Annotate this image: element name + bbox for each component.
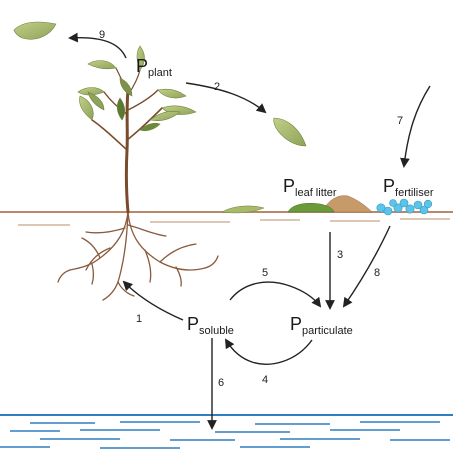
plant-stem [91, 67, 163, 214]
water-body [0, 414, 453, 449]
falling-leaf-icon-2 [273, 117, 307, 147]
pool-label-plant: Pplant [136, 56, 172, 79]
flow-number-6: 6 [218, 377, 224, 389]
flow-number-5: 5 [262, 267, 268, 279]
pool-label-particulate: Pparticulate [290, 314, 353, 337]
flow-number-2: 2 [214, 81, 220, 93]
flow-arrow-2 [185, 82, 267, 114]
plant-roots [57, 211, 219, 301]
flow-arrows [68, 32, 431, 430]
falling-leaf-icon [13, 21, 57, 40]
pool-label-leaf-litter: Pleaf litter [283, 176, 337, 199]
flow-arrow-7 [400, 85, 431, 168]
flow-number-1: 1 [136, 313, 142, 325]
pool-label-soluble: Psoluble [187, 314, 234, 337]
flow-number-7: 7 [397, 115, 403, 127]
flow-number-8: 8 [374, 267, 380, 279]
plant-leaves [77, 45, 197, 132]
flow-arrow-1 [122, 280, 184, 321]
flow-number-9: 9 [99, 29, 105, 41]
flow-arrow-8 [342, 225, 391, 308]
flow-number-4: 4 [262, 374, 268, 386]
fertiliser-granules [376, 198, 433, 216]
leaf-litter-pile [221, 195, 373, 214]
flow-number-3: 3 [337, 249, 343, 261]
flow-numbers: 1 2 3 4 5 6 7 8 9 [99, 29, 403, 389]
flow-arrow-9 [68, 32, 127, 59]
flow-arrow-5 [229, 281, 322, 308]
pool-label-fertiliser: Pfertiliser [383, 176, 434, 199]
flow-arrow-4 [224, 338, 313, 365]
